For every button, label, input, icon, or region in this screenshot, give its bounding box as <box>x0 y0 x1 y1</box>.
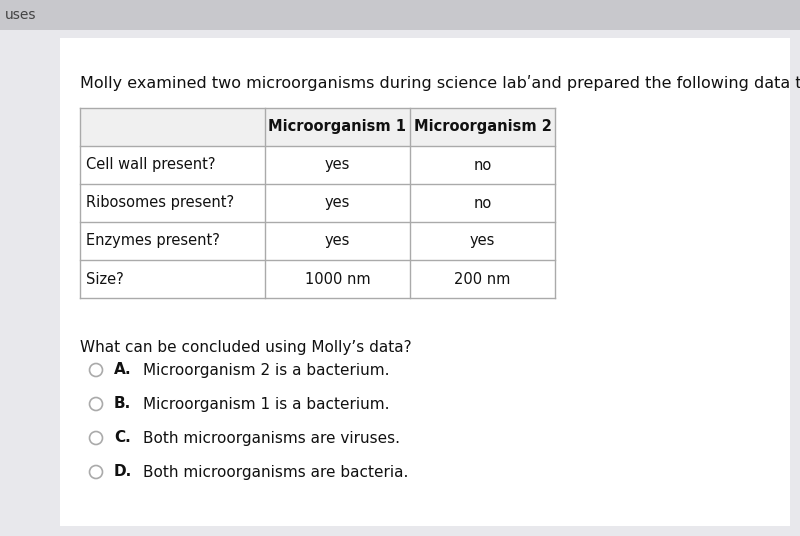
Text: Microorganism 1 is a bacterium.: Microorganism 1 is a bacterium. <box>143 397 390 412</box>
Text: D.: D. <box>114 465 132 480</box>
Text: Ribosomes present?: Ribosomes present? <box>86 196 234 211</box>
Text: Microorganism 1: Microorganism 1 <box>269 120 406 135</box>
Text: Cell wall present?: Cell wall present? <box>86 158 215 173</box>
Text: Molly examined two microorganisms during science labʹand prepared the following : Molly examined two microorganisms during… <box>80 75 800 91</box>
Text: no: no <box>474 158 492 173</box>
Bar <box>80 108 555 146</box>
Text: B.: B. <box>114 397 131 412</box>
Text: 200 nm: 200 nm <box>454 272 510 287</box>
Text: uses: uses <box>5 8 37 22</box>
Text: yes: yes <box>325 158 350 173</box>
Bar <box>80 108 555 298</box>
Text: C.: C. <box>114 430 130 445</box>
Text: 1000 nm: 1000 nm <box>305 272 370 287</box>
Text: Both microorganisms are viruses.: Both microorganisms are viruses. <box>143 430 400 445</box>
Text: yes: yes <box>470 234 495 249</box>
Text: What can be concluded using Molly’s data?: What can be concluded using Molly’s data… <box>80 340 412 355</box>
Text: yes: yes <box>325 234 350 249</box>
Text: A.: A. <box>114 362 132 377</box>
Text: Both microorganisms are bacteria.: Both microorganisms are bacteria. <box>143 465 408 480</box>
Text: Size?: Size? <box>86 272 124 287</box>
Text: no: no <box>474 196 492 211</box>
Text: Microorganism 2 is a bacterium.: Microorganism 2 is a bacterium. <box>143 362 390 377</box>
Text: Microorganism 2: Microorganism 2 <box>414 120 551 135</box>
Bar <box>0 0 800 30</box>
Text: Enzymes present?: Enzymes present? <box>86 234 220 249</box>
Text: yes: yes <box>325 196 350 211</box>
